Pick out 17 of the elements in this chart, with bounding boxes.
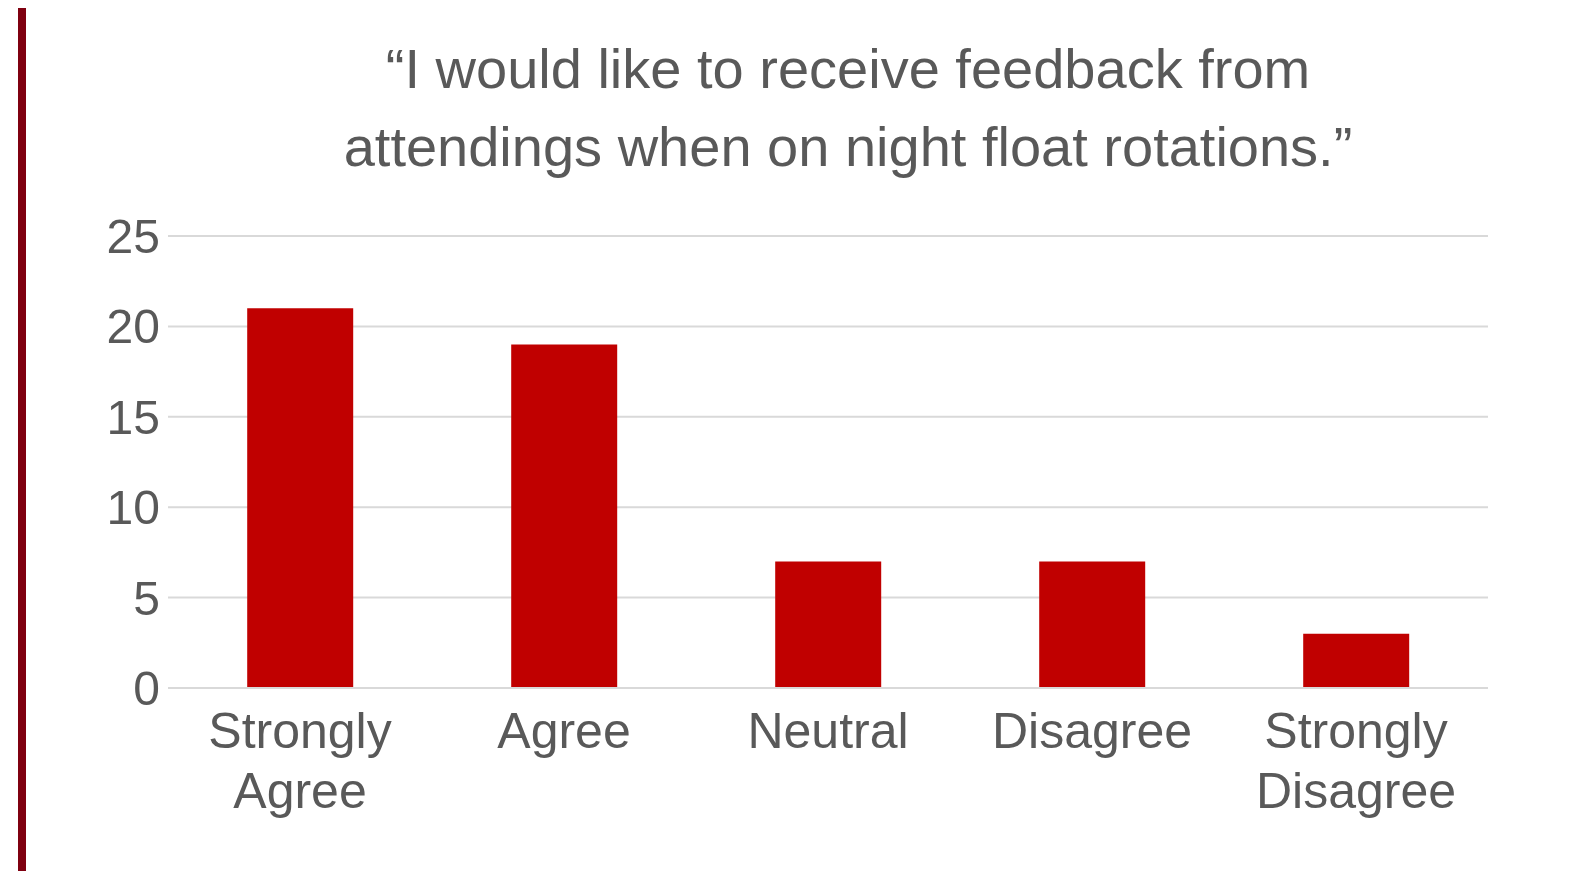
x-tick-label: Strongly Disagree <box>1255 703 1457 819</box>
x-tick-label: Strongly Agree <box>208 703 392 819</box>
bar <box>511 344 618 688</box>
bar <box>247 308 354 688</box>
bar <box>1039 561 1146 688</box>
y-tick-label: 25 <box>106 210 160 264</box>
y-tick-label: 10 <box>106 481 160 535</box>
y-tick-label: 0 <box>133 662 160 716</box>
x-tick-label: Agree <box>497 703 631 759</box>
x-tick-label: Neutral <box>747 703 909 759</box>
bar <box>775 561 882 688</box>
y-tick-label: 5 <box>133 571 160 625</box>
y-tick-label: 15 <box>106 390 160 444</box>
y-tick-label: 20 <box>106 300 160 354</box>
bar <box>1303 633 1410 688</box>
chart-title: “I would like to receive feedback from attendings when on night float rotations.” <box>342 36 1354 180</box>
x-tick-label: Disagree <box>991 703 1193 759</box>
